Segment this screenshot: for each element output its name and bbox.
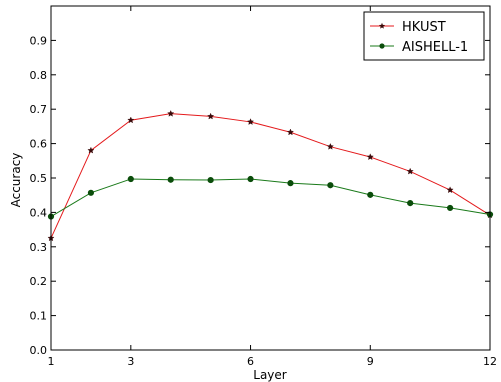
data-point-hkust xyxy=(446,186,454,194)
data-point-aishell-1 xyxy=(167,176,174,183)
axis-ticks: 0.0 0.1 0.2 0.3 0.4 0.5 0.6 0.7 0.8 0.9 1 3 6 9 12 xyxy=(30,6,497,368)
series-line-aishell-1 xyxy=(50,178,491,217)
y-tick-label: 0.7 xyxy=(30,103,48,116)
data-point-aishell-1 xyxy=(446,204,454,212)
y-tick-label: 0.2 xyxy=(30,275,48,288)
legend-label-hkust: HKUST xyxy=(402,20,446,35)
y-tick-label: 0.5 xyxy=(30,172,48,185)
data-point-hkust xyxy=(286,128,294,136)
data-point-hkust xyxy=(167,109,175,117)
plot-area xyxy=(47,5,494,351)
legend: HKUST AISHELL-1 xyxy=(363,11,485,61)
x-tick-label: 6 xyxy=(247,355,254,368)
y-tick-label: 0.0 xyxy=(30,344,48,357)
data-point-aishell-1 xyxy=(367,191,374,198)
data-point-hkust xyxy=(207,112,215,120)
legend-marker-hkust xyxy=(378,22,386,29)
data-point-aishell-1 xyxy=(327,182,334,189)
y-tick-label: 0.3 xyxy=(30,241,48,254)
y-tick-label: 0.1 xyxy=(30,310,48,323)
y-tick-label: 0.6 xyxy=(30,138,48,151)
data-point-hkust xyxy=(87,146,95,154)
data-point-aishell-1 xyxy=(127,175,134,183)
data-point-aishell-1 xyxy=(87,189,95,196)
data-point-aishell-1 xyxy=(207,176,214,184)
y-tick-label: 0.8 xyxy=(30,69,48,82)
data-point-hkust xyxy=(127,116,135,124)
x-axis-label: Layer xyxy=(253,368,287,382)
data-point-aishell-1 xyxy=(287,180,294,187)
series-line-hkust xyxy=(50,113,491,239)
legend-label-aishell-1: AISHELL-1 xyxy=(402,40,468,55)
data-point-hkust xyxy=(247,118,255,125)
y-tick-label: 0.9 xyxy=(30,34,48,47)
x-tick-label: 1 xyxy=(48,355,55,368)
legend-marker-aishell-1 xyxy=(379,43,385,49)
x-tick-label: 3 xyxy=(127,355,134,368)
x-tick-label: 9 xyxy=(367,355,374,368)
data-point-hkust xyxy=(366,153,374,161)
data-point-aishell-1 xyxy=(247,175,254,183)
x-tick-label: 12 xyxy=(483,355,497,368)
y-axis-label: Accuracy xyxy=(9,153,23,208)
data-point-hkust xyxy=(406,167,414,175)
data-point-hkust xyxy=(326,142,334,150)
y-tick-label: 0.4 xyxy=(30,206,48,219)
data-point-aishell-1 xyxy=(407,200,414,207)
legend-box xyxy=(363,11,485,61)
